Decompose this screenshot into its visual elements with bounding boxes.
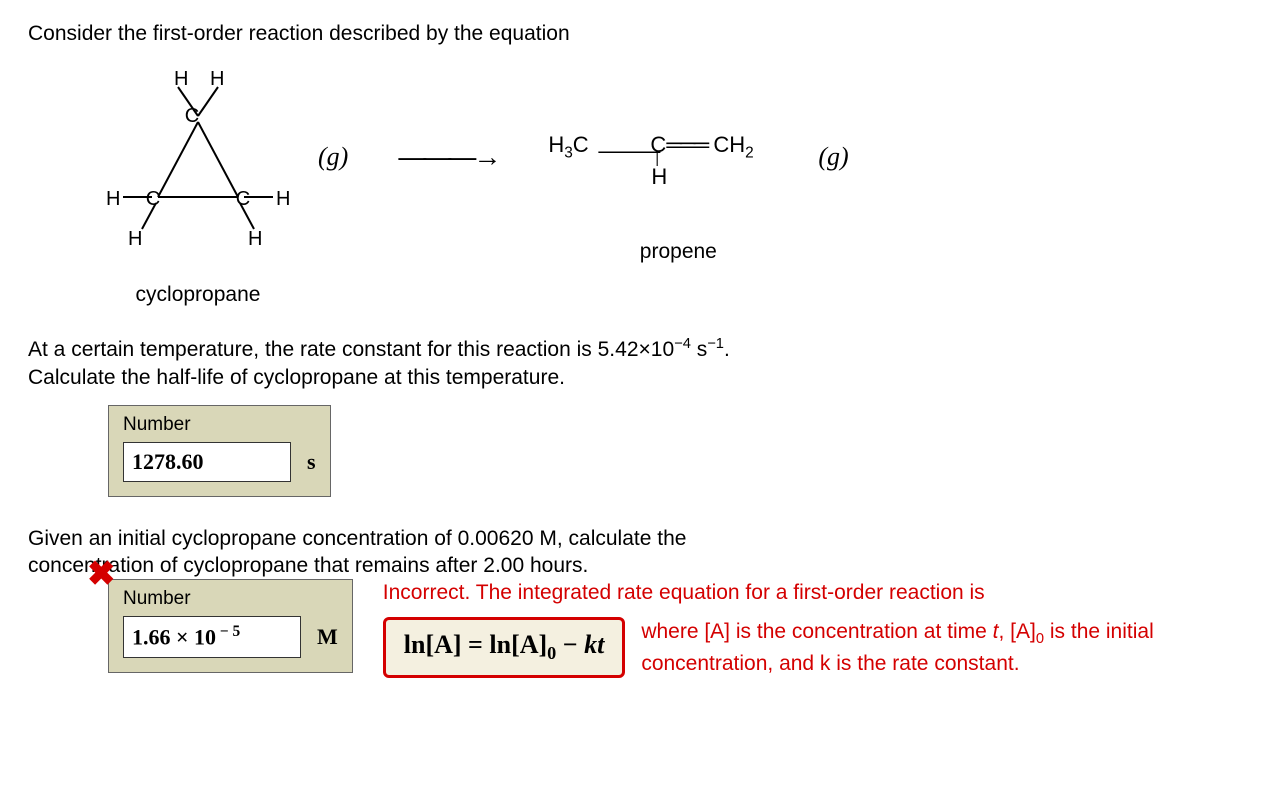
concentration-input[interactable]: 1.66 × 10 − 5 — [123, 616, 301, 657]
reaction-diagram: C C C H H H H H H cyclopropane (g) ———→ … — [98, 67, 1258, 307]
svg-text:C: C — [236, 188, 250, 210]
propene-structure: H3C ——— C ═══ CH2 | H propene — [548, 110, 808, 264]
concentration-unit: M — [317, 624, 338, 650]
box-label: Number — [123, 588, 338, 610]
feedback-line-1: Incorrect. The integrated rate equation … — [383, 581, 1258, 605]
feedback-block: Incorrect. The integrated rate equation … — [383, 573, 1258, 677]
product-label: propene — [548, 240, 808, 264]
incorrect-icon: ✖ — [87, 554, 116, 594]
svg-text:H: H — [174, 68, 188, 90]
svg-text:H: H — [248, 228, 262, 250]
reactant-label: cyclopropane — [98, 283, 298, 307]
svg-text:C: C — [185, 105, 199, 127]
feedback-line-2: where [A] is the concentration at time t… — [641, 618, 1258, 677]
cyclopropane-structure: C C C H H H H H H cyclopropane — [98, 67, 298, 307]
svg-text:H: H — [276, 188, 290, 210]
equation-box: ln[A] = ln[A]0 − kt — [383, 617, 626, 677]
svg-text:H: H — [210, 68, 224, 90]
half-life-answer-box: Number s — [108, 405, 331, 497]
intro-text: Consider the first-order reaction descri… — [28, 20, 1258, 47]
box-label: Number — [123, 414, 316, 436]
reactant-state: (g) — [318, 142, 348, 172]
reaction-arrow-icon: ———→ — [368, 141, 528, 173]
concentration-prompt: Given an initial cyclopropane concentrat… — [28, 525, 788, 580]
svg-text:C: C — [146, 188, 160, 210]
svg-text:H: H — [106, 188, 120, 210]
half-life-input[interactable] — [123, 442, 291, 482]
half-life-unit: s — [307, 449, 316, 475]
concentration-answer-box: ✖ Number 1.66 × 10 − 5 M — [108, 579, 353, 672]
svg-text:H: H — [128, 228, 142, 250]
rate-constant-text: At a certain temperature, the rate const… — [28, 335, 1258, 391]
product-state: (g) — [818, 142, 848, 172]
